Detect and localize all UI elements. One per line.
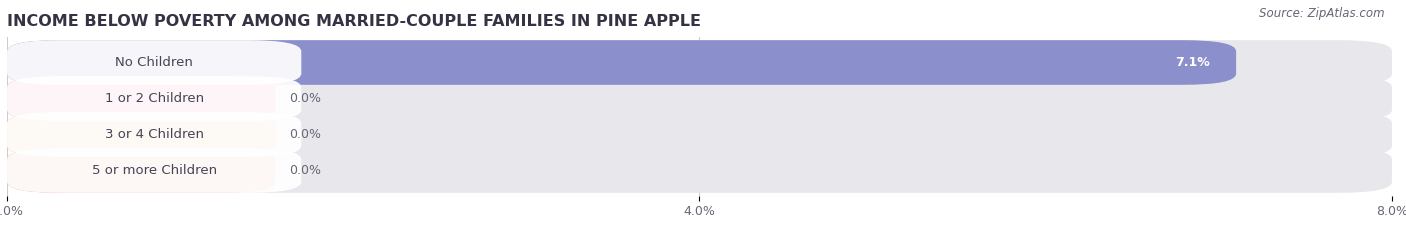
Text: 3 or 4 Children: 3 or 4 Children bbox=[104, 128, 204, 141]
Text: INCOME BELOW POVERTY AMONG MARRIED-COUPLE FAMILIES IN PINE APPLE: INCOME BELOW POVERTY AMONG MARRIED-COUPL… bbox=[7, 14, 702, 29]
FancyBboxPatch shape bbox=[7, 112, 276, 157]
Text: 1 or 2 Children: 1 or 2 Children bbox=[104, 92, 204, 105]
FancyBboxPatch shape bbox=[7, 76, 276, 121]
FancyBboxPatch shape bbox=[7, 76, 301, 121]
FancyBboxPatch shape bbox=[7, 40, 301, 85]
Text: Source: ZipAtlas.com: Source: ZipAtlas.com bbox=[1260, 7, 1385, 20]
Text: 5 or more Children: 5 or more Children bbox=[91, 164, 217, 177]
FancyBboxPatch shape bbox=[7, 148, 301, 193]
Text: No Children: No Children bbox=[115, 56, 193, 69]
FancyBboxPatch shape bbox=[7, 148, 276, 193]
Text: 0.0%: 0.0% bbox=[290, 164, 321, 177]
FancyBboxPatch shape bbox=[7, 76, 1392, 121]
FancyBboxPatch shape bbox=[7, 148, 1392, 193]
FancyBboxPatch shape bbox=[7, 112, 1392, 157]
FancyBboxPatch shape bbox=[7, 40, 1392, 85]
FancyBboxPatch shape bbox=[7, 40, 1236, 85]
FancyBboxPatch shape bbox=[7, 112, 301, 157]
Text: 0.0%: 0.0% bbox=[290, 92, 321, 105]
Text: 7.1%: 7.1% bbox=[1175, 56, 1211, 69]
Text: 0.0%: 0.0% bbox=[290, 128, 321, 141]
